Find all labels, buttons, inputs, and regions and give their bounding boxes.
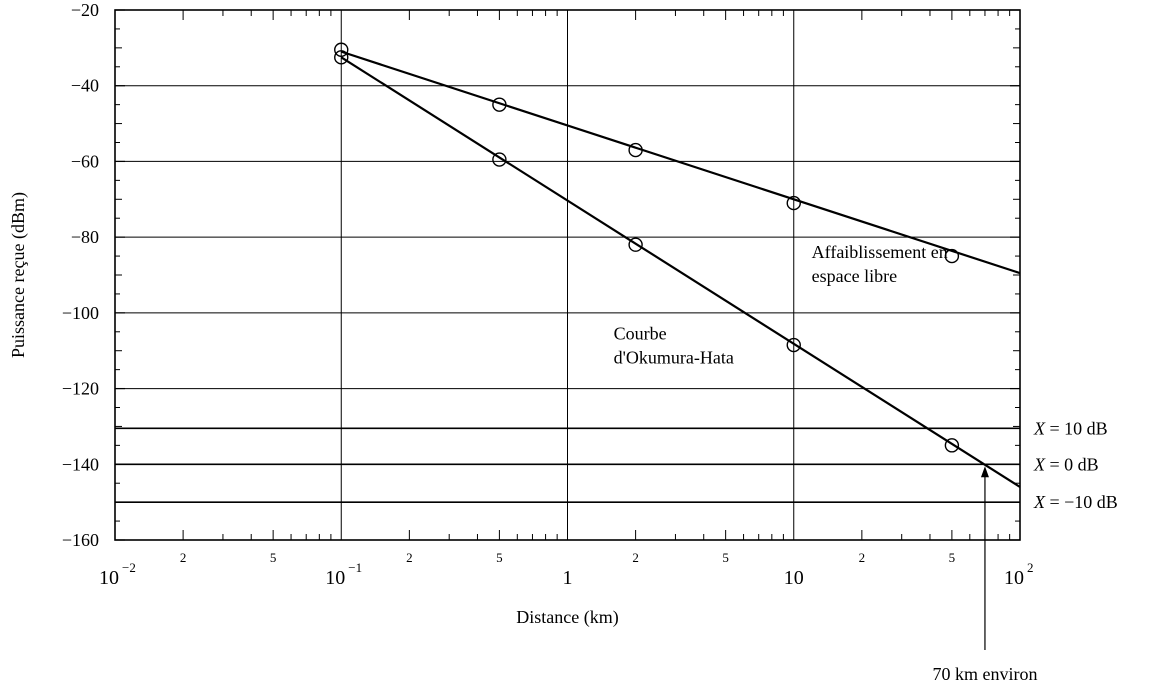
x-tick-label: 10 <box>1004 567 1024 589</box>
series-1 <box>335 51 1020 487</box>
series-label: Affaiblissement en <box>812 242 948 262</box>
x-tick-label: 1 <box>563 567 573 589</box>
series-0 <box>335 43 1020 273</box>
x-minor-tick-label: 2 <box>632 550 639 565</box>
threshold-label: X = 10 dB <box>1033 418 1108 438</box>
series-line <box>341 52 1020 273</box>
x-minor-tick-label: 5 <box>496 550 503 565</box>
x-tick-label: 10 <box>325 567 345 589</box>
x-tick-exponent: 2 <box>1027 560 1034 575</box>
data-point-marker <box>945 439 958 452</box>
annotation-text: 70 km environ <box>932 664 1037 684</box>
x-tick-label: 10 <box>99 567 119 589</box>
x-minor-tick-label: 5 <box>270 550 277 565</box>
x-axis-label: Distance (km) <box>516 607 618 628</box>
y-tick-label: −40 <box>71 76 99 96</box>
x-tick-exponent: −2 <box>122 560 136 575</box>
y-tick-label: −120 <box>62 379 99 399</box>
threshold-value: = 0 dB <box>1045 454 1099 474</box>
series-label: d'Okumura-Hata <box>614 347 734 367</box>
y-tick-label: −80 <box>71 227 99 247</box>
x-tick-label: 10 <box>784 567 804 589</box>
x-minor-tick-label: 5 <box>949 550 956 565</box>
threshold-value: = 10 dB <box>1045 418 1108 438</box>
x-minor-tick-label: 2 <box>859 550 866 565</box>
threshold-label: X = 0 dB <box>1033 454 1099 474</box>
series-label: espace libre <box>812 266 897 286</box>
x-minor-tick-label: 2 <box>180 550 187 565</box>
x-tick-exponent: −1 <box>348 560 362 575</box>
threshold-lines: X = 10 dB X = 0 dB X = −10 dB <box>115 418 1118 512</box>
threshold-label: X = −10 dB <box>1033 492 1118 512</box>
y-tick-label: −60 <box>71 151 99 171</box>
series-line <box>341 57 1020 487</box>
y-tick-label: −100 <box>62 303 99 323</box>
threshold-value: = −10 dB <box>1045 492 1118 512</box>
y-tick-label: −20 <box>71 0 99 20</box>
annotation-arrow-head <box>981 466 989 477</box>
y-tick-label: −160 <box>62 530 99 550</box>
y-axis-label: Puissance reçue (dBm) <box>8 192 29 358</box>
chart-labels: Distance (km) Puissance reçue (dBm) Affa… <box>8 192 1037 684</box>
x-minor-tick-label: 2 <box>406 550 413 565</box>
y-tick-label: −140 <box>62 454 99 474</box>
series-label: Courbe <box>614 323 667 343</box>
x-minor-tick-label: 5 <box>722 550 729 565</box>
series-group <box>335 43 1020 487</box>
